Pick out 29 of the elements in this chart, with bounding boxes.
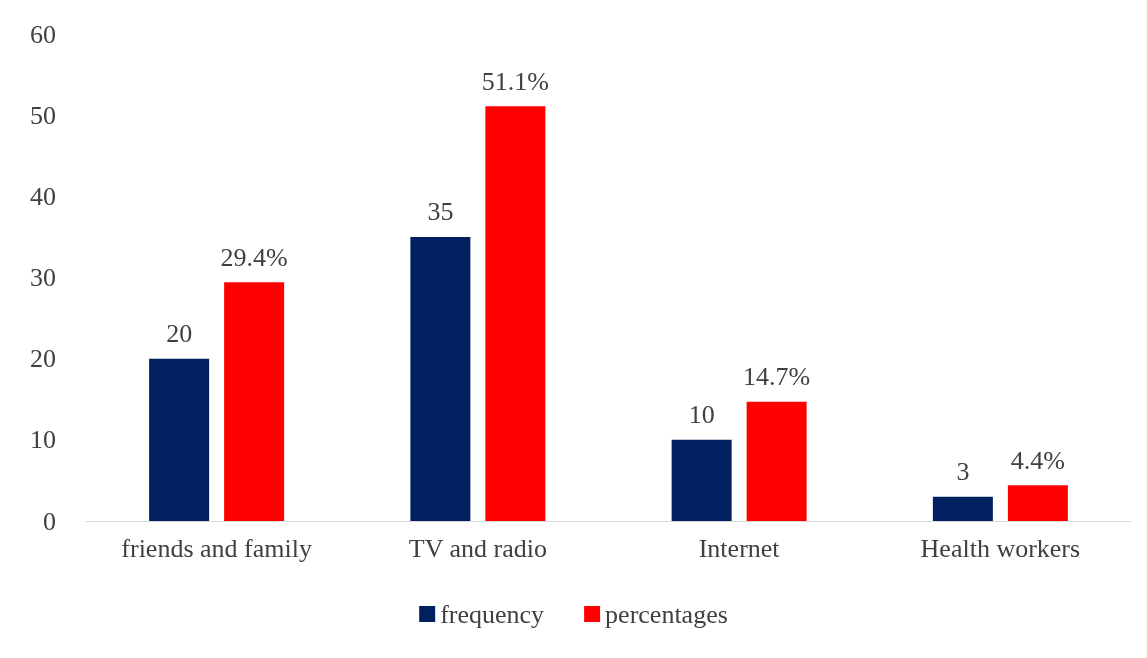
y-tick-label: 30 <box>30 263 56 292</box>
y-tick-label: 50 <box>30 100 56 130</box>
data-label: 3 <box>956 457 970 487</box>
data-label: 4.4% <box>1010 445 1065 475</box>
y-tick-label: 60 <box>30 19 56 49</box>
data-label: 10 <box>688 400 715 430</box>
legend-label: percentages <box>605 599 728 629</box>
y-tick-label: 10 <box>30 425 56 455</box>
bar <box>932 496 993 521</box>
bar <box>746 401 807 521</box>
bar <box>671 439 732 521</box>
data-label: 14.7% <box>743 362 811 392</box>
data-label: 29.4% <box>220 242 288 272</box>
legend-label: frequency <box>440 599 545 629</box>
data-label: 20 <box>166 319 193 349</box>
bar <box>149 358 210 521</box>
bar <box>224 282 285 521</box>
x-tick-label: Internet <box>698 533 781 563</box>
x-tick-label: TV and radio <box>408 533 547 563</box>
x-tick-label: Health workers <box>920 533 1081 563</box>
y-tick-label: 20 <box>30 344 56 374</box>
bar <box>1007 485 1068 521</box>
bar <box>485 106 546 521</box>
y-tick-label: 40 <box>30 181 56 211</box>
x-tick-label: friends and family <box>121 533 312 563</box>
data-label: 35 <box>427 197 454 227</box>
bar <box>410 236 471 521</box>
y-tick-label: 0 <box>43 506 56 536</box>
data-label: 51.1% <box>481 66 549 96</box>
